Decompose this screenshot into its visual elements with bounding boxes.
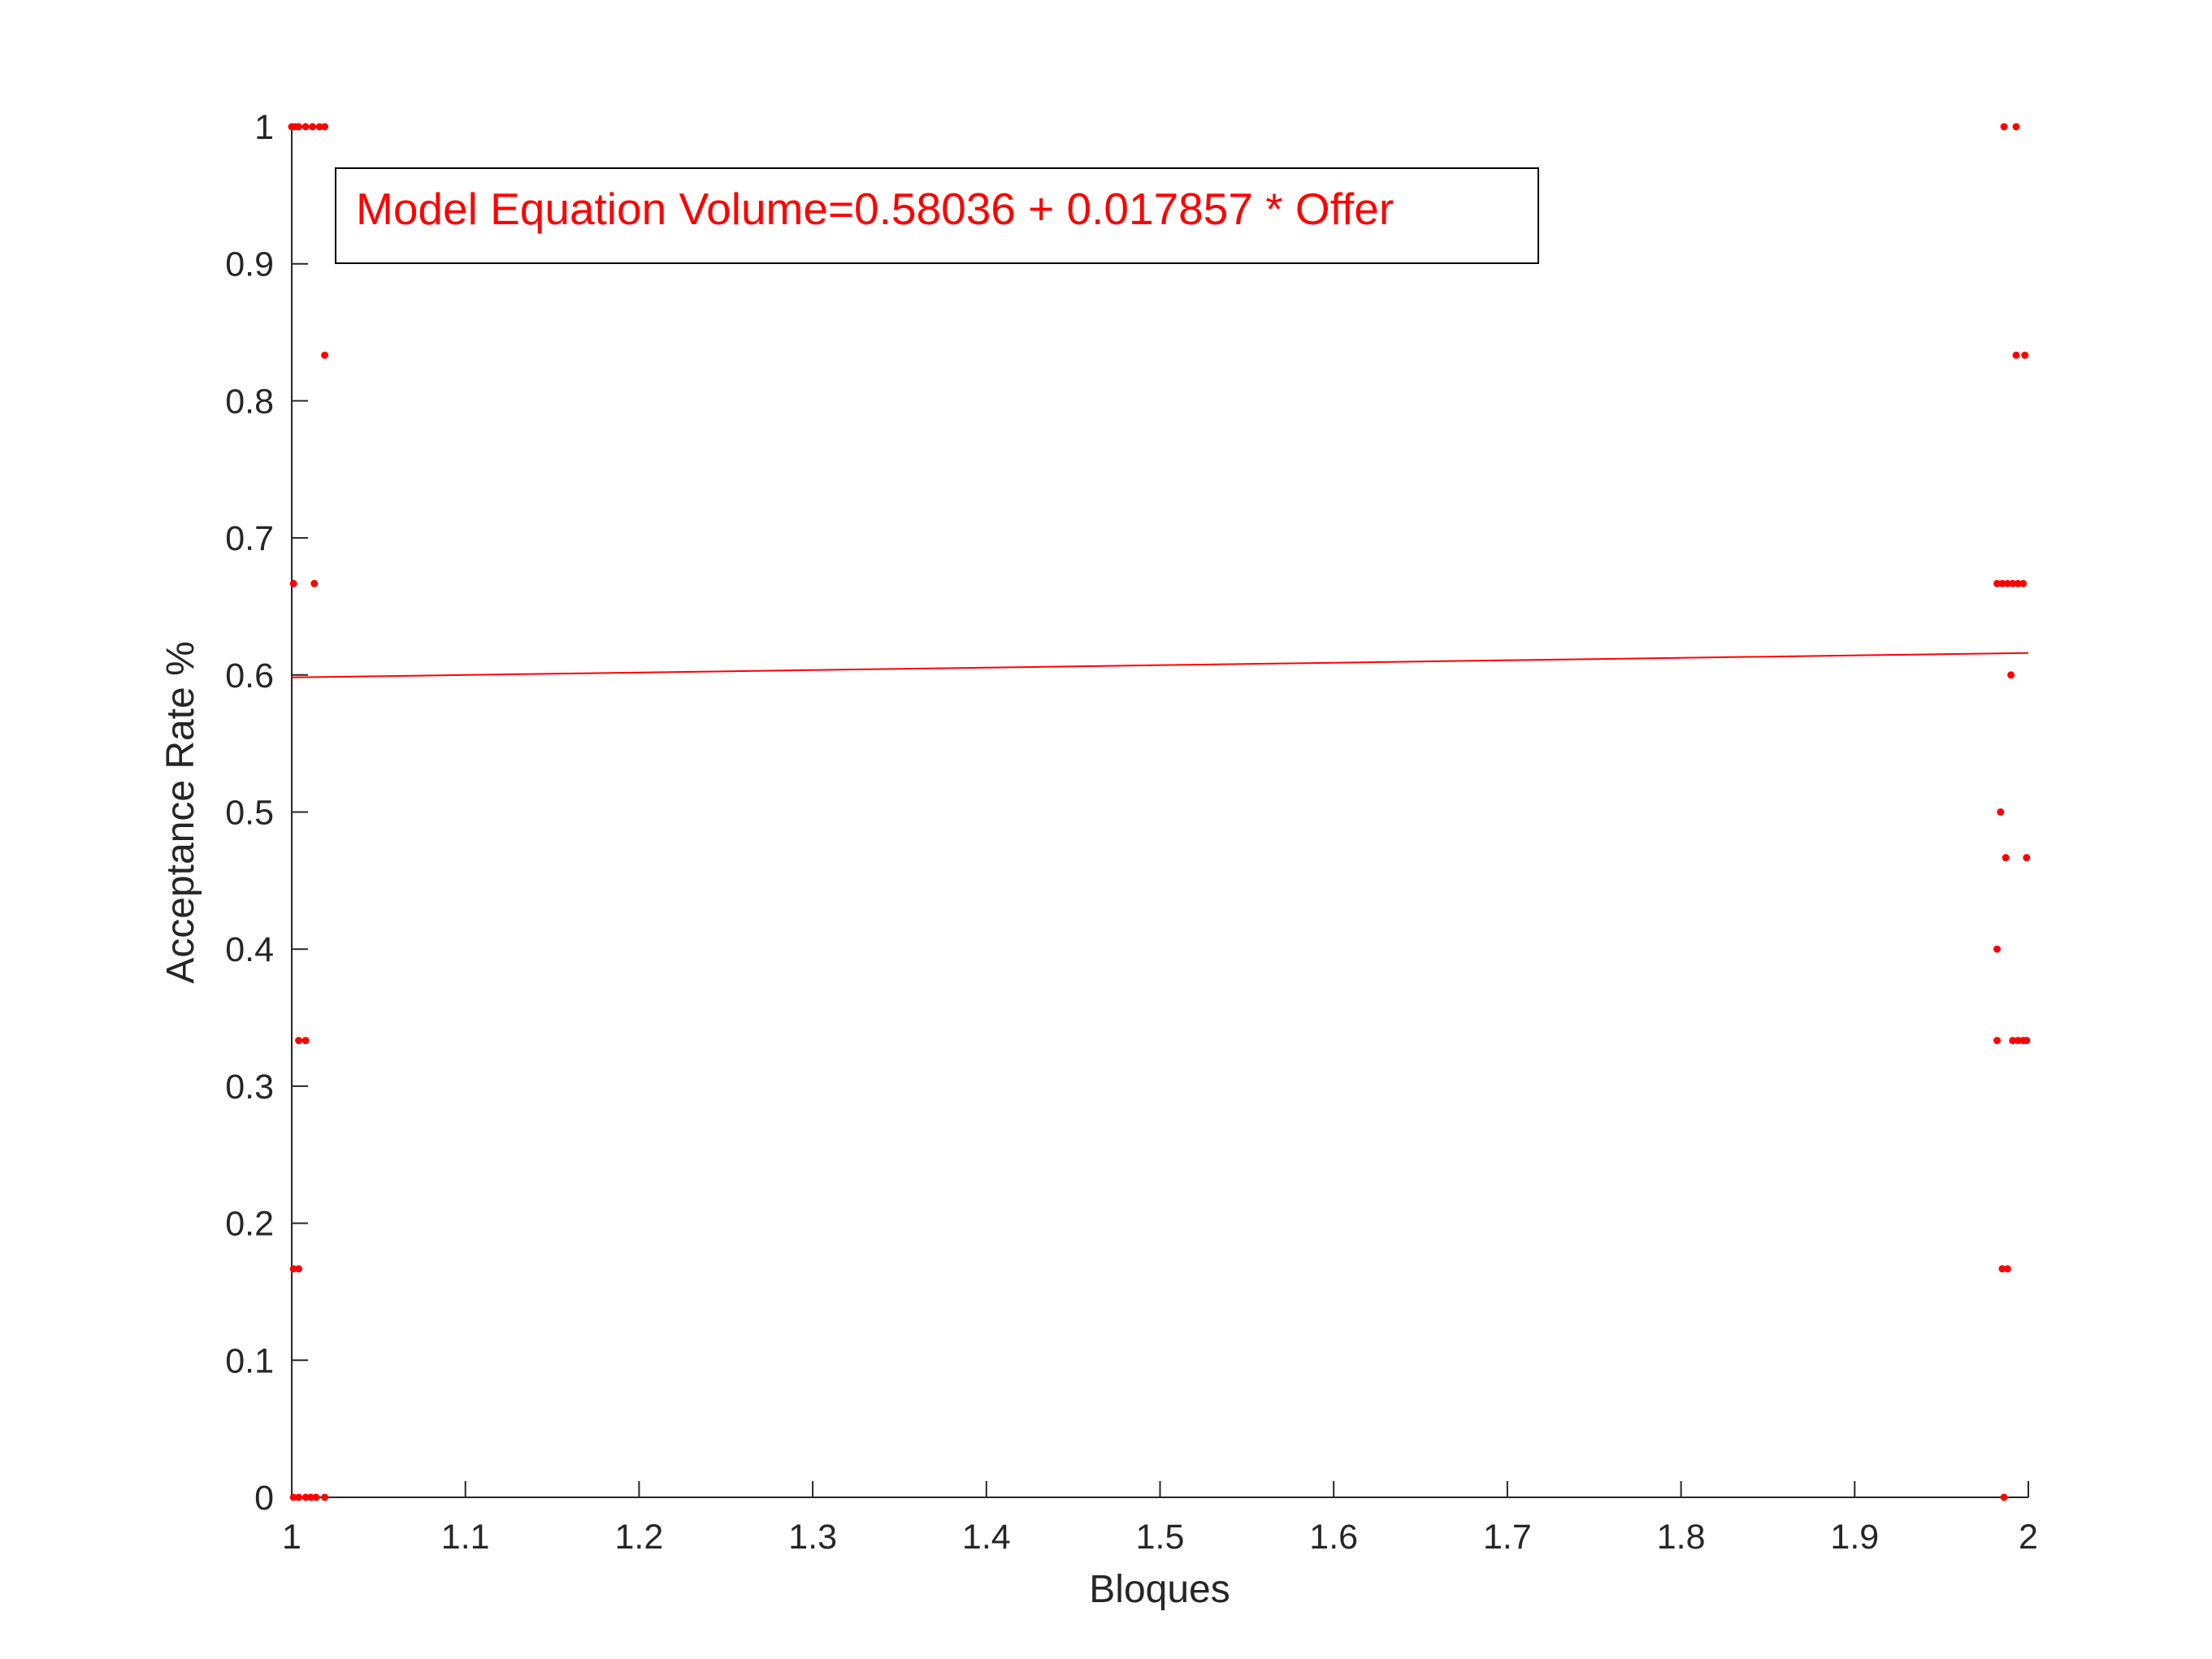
model-equation-label: Model Equation Volume=0.58036 + 0.017857… — [356, 184, 1394, 234]
data-point — [307, 1493, 315, 1501]
y-tick-label: 0.8 — [225, 382, 274, 421]
data-point — [301, 123, 310, 131]
data-point — [315, 123, 323, 131]
data-point — [2012, 351, 2020, 359]
y-tick-label: 0.2 — [225, 1205, 274, 1244]
data-point — [2012, 123, 2020, 131]
data-point — [2009, 579, 2017, 587]
data-point — [2003, 1265, 2011, 1273]
data-point — [295, 1493, 303, 1501]
y-tick-label: 0.6 — [225, 656, 274, 695]
data-point — [289, 1493, 297, 1501]
data-point — [2009, 1037, 2017, 1045]
data-point — [2014, 1037, 2022, 1045]
x-tick-label: 1.3 — [788, 1518, 837, 1557]
data-point — [321, 123, 329, 131]
data-point — [1998, 1265, 2006, 1273]
data-point — [1998, 579, 2006, 587]
x-tick-label: 1.5 — [1136, 1518, 1185, 1557]
data-point — [1997, 808, 2005, 816]
x-tick-label: 2 — [2019, 1518, 2038, 1557]
x-tick-label: 1.7 — [1483, 1518, 1532, 1557]
x-tick-label: 1.8 — [1657, 1518, 1706, 1557]
annotation-box: Model Equation Volume=0.58036 + 0.017857… — [335, 167, 1539, 264]
data-point — [2000, 123, 2008, 131]
data-point — [2019, 579, 2028, 587]
x-tick-label: 1.6 — [1309, 1518, 1358, 1557]
regression-fit-line — [291, 652, 2029, 678]
data-point — [309, 123, 317, 131]
data-points — [288, 123, 2031, 1501]
y-axis-title: Acceptance Rate % — [159, 641, 202, 984]
data-point — [2007, 671, 2015, 679]
x-tick-label: 1.2 — [615, 1518, 664, 1557]
ticks: 1 1.1 1.2 1.3 1.4 1.5 1.6 1.7 1.8 1.9 2 0 0.1 0.2 0.3 0… — [225, 108, 2038, 1557]
data-point — [1993, 579, 2002, 587]
data-point — [312, 1493, 320, 1501]
annotation-frame — [335, 167, 1539, 264]
y-tick-label: 1 — [254, 108, 274, 147]
data-point — [321, 351, 329, 359]
fit-line-layer — [291, 652, 2029, 678]
data-point — [295, 1037, 303, 1045]
data-point — [301, 1493, 310, 1501]
data-point — [1993, 945, 2002, 953]
data-point — [295, 1265, 303, 1273]
data-point — [295, 123, 303, 131]
y-tick-label: 0.7 — [225, 519, 274, 558]
data-point — [2003, 579, 2011, 587]
data-point — [1993, 1037, 2002, 1045]
x-tick-label: 1.1 — [441, 1518, 490, 1557]
data-point — [2023, 854, 2031, 862]
y-tick-label: 0.4 — [225, 930, 274, 969]
data-point — [2014, 579, 2022, 587]
data-point — [2000, 1493, 2008, 1501]
y-tick-label: 0 — [254, 1479, 274, 1518]
y-tick-label: 0.5 — [225, 794, 274, 833]
data-point — [321, 1493, 329, 1501]
x-tick-label: 1 — [282, 1518, 301, 1557]
data-point — [2021, 351, 2029, 359]
x-tick-label: 1.9 — [1830, 1518, 1879, 1557]
data-point — [289, 1265, 297, 1273]
x-tick-label: 1.4 — [962, 1518, 1011, 1557]
data-point — [289, 579, 297, 587]
x-axis-title: Bloques — [1089, 1568, 1230, 1611]
data-point — [2002, 854, 2010, 862]
data-point — [2023, 1037, 2031, 1045]
data-point — [301, 1037, 310, 1045]
y-tick-label: 0.1 — [225, 1341, 274, 1380]
data-point — [310, 579, 319, 587]
y-tick-label: 0.3 — [225, 1068, 274, 1107]
y-tick-label: 0.9 — [225, 245, 274, 284]
axes — [291, 127, 2028, 1498]
